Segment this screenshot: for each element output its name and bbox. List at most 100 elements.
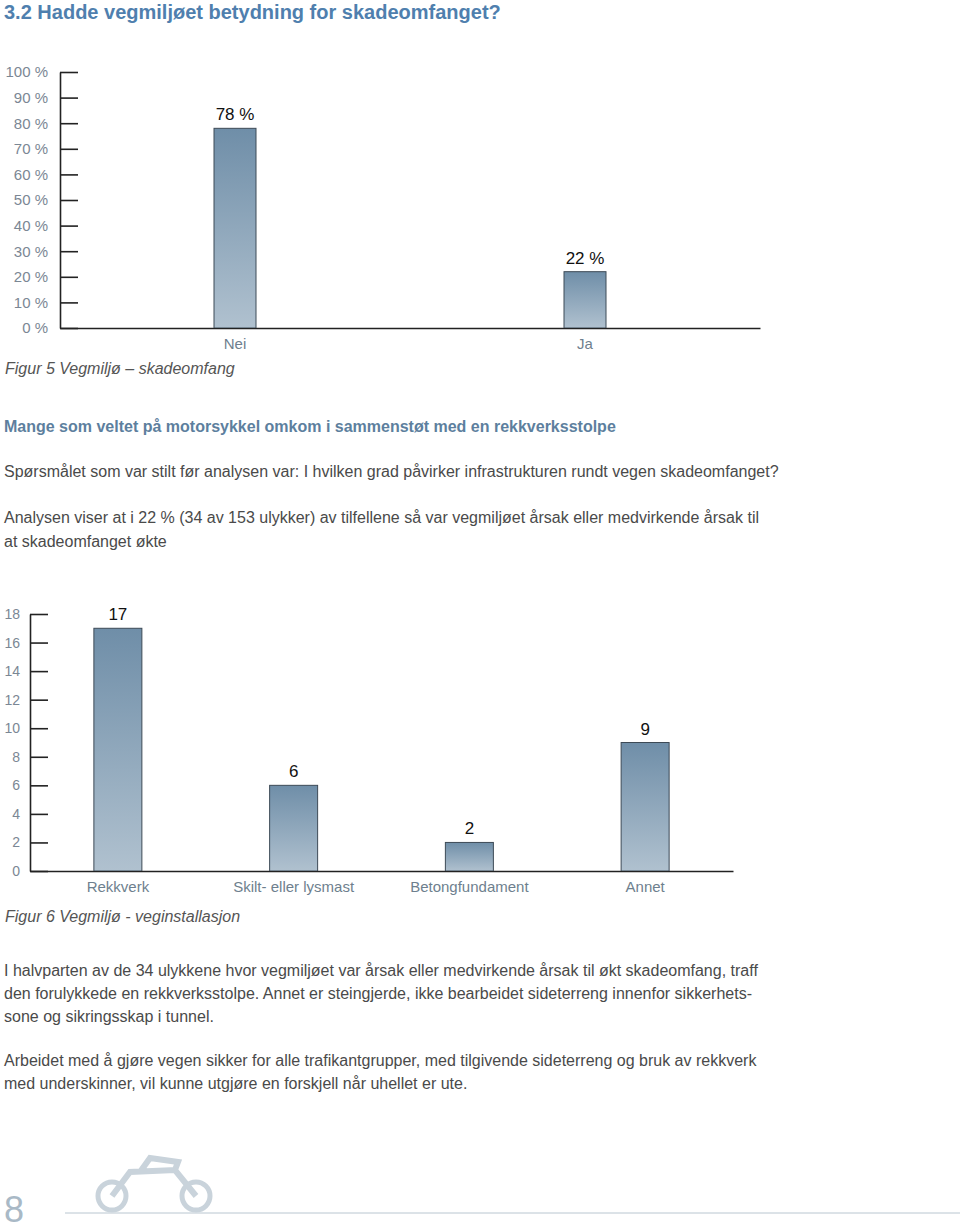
bar xyxy=(564,272,606,328)
tick: 14 xyxy=(4,663,48,679)
page: 3.2 Hadde vegmiljøet betydning for skade… xyxy=(0,0,960,1227)
motorcycle-icon xyxy=(98,1158,210,1210)
category-label: Ja xyxy=(577,335,594,352)
bar xyxy=(214,128,256,328)
axis-line xyxy=(30,615,32,872)
tick-mark xyxy=(60,200,78,202)
paragraph-line: at skadeomfanget økte xyxy=(4,533,167,550)
tick: 60 % xyxy=(14,166,78,183)
chart: 0 2 4 6 8 10 12 14 16 18 Rekkverk Skilt- eller lysm… xyxy=(4,605,733,894)
tick-mark xyxy=(30,814,48,816)
tick-mark xyxy=(60,97,78,99)
page-number: 8 xyxy=(4,1189,24,1227)
tick-mark xyxy=(30,785,48,787)
tick: Skilt- eller lysmast xyxy=(233,871,355,895)
paragraph-line: Arbeidet med å gjøre vegen sikker for al… xyxy=(4,1052,757,1069)
data-label: 6 xyxy=(289,762,298,781)
tick-mark xyxy=(60,276,78,278)
question: Spørsmålet som var stilt før analysen va… xyxy=(4,463,779,480)
bar xyxy=(270,785,318,871)
tick-mark xyxy=(30,842,48,844)
bar xyxy=(445,842,493,871)
tick: 6 xyxy=(12,777,48,793)
chart: 0 % 10 % 20 % 30 % 40 % 50 % 60 % 70 % 80 % 90 % 1… xyxy=(5,63,760,351)
tick-mark xyxy=(60,72,78,74)
tick-label: 14 xyxy=(4,663,20,679)
tick-label: 2 xyxy=(12,834,20,850)
paragraph-line: med underskinner, vil kunne utgjøre en f… xyxy=(4,1075,467,1092)
tick: 40 % xyxy=(14,217,78,234)
bars xyxy=(94,628,669,871)
paragraph-line: I halvparten av de 34 ulykkene hvor vegm… xyxy=(4,962,758,979)
paragraph-line: den forulykkede en rekkverksstolpe. Anne… xyxy=(4,985,752,1002)
data-label: 2 xyxy=(465,819,474,838)
tick-label: 16 xyxy=(4,635,20,651)
y-axis: 0 % 10 % 20 % 30 % 40 % 50 % 60 % 70 % 80 % 90 % 1… xyxy=(5,63,78,336)
tick: 30 % xyxy=(14,243,78,260)
subheading: Mange som veltet på motorsykkel omkom i … xyxy=(4,418,616,435)
tick: 70 % xyxy=(14,140,78,157)
tick-label: 50 % xyxy=(14,191,48,208)
tick: 2 xyxy=(12,834,48,850)
paragraph-line: Analysen viser at i 22 % (34 av 153 ulyk… xyxy=(4,509,759,526)
tick-mark xyxy=(60,302,78,304)
tick: Rekkverk xyxy=(87,871,150,895)
tick-label: 30 % xyxy=(14,243,48,260)
tick-mark xyxy=(30,671,48,673)
y-axis: 0 2 4 6 8 10 12 14 16 18 xyxy=(4,606,48,879)
category-label: Nei xyxy=(224,335,247,352)
tick: 80 % xyxy=(14,115,78,132)
bars xyxy=(214,128,606,328)
category-label: Skilt- eller lysmast xyxy=(233,878,355,895)
tick-mark xyxy=(60,149,78,151)
tick-mark xyxy=(60,123,78,125)
data-labels: 17629 xyxy=(108,605,649,838)
tick: 16 xyxy=(4,635,48,651)
footer-rule xyxy=(65,1213,960,1214)
category-label: Betongfundament xyxy=(410,878,529,895)
tick: 20 % xyxy=(14,268,78,285)
bar xyxy=(94,628,142,871)
x-axis: Nei Ja xyxy=(61,328,761,352)
tick: 90 % xyxy=(14,89,78,106)
data-label: 9 xyxy=(640,720,649,739)
tick-label: 60 % xyxy=(14,166,48,183)
tick-label: 100 % xyxy=(5,63,48,80)
tick-mark xyxy=(30,614,48,616)
tick-label: 18 xyxy=(4,606,20,622)
tick-mark xyxy=(60,174,78,176)
tick: Nei xyxy=(224,328,247,352)
bar xyxy=(621,743,669,872)
x-axis: Rekkverk Skilt- eller lysmast Betongfundam… xyxy=(31,871,734,895)
tick-label: 20 % xyxy=(14,268,48,285)
tick: 18 xyxy=(4,606,48,622)
tick: 100 % xyxy=(5,63,78,80)
tick: Ja xyxy=(577,328,594,352)
tick: 8 xyxy=(12,749,48,765)
paragraph-line: sone og sikringsskap i tunnel. xyxy=(4,1008,214,1025)
category-label: Annet xyxy=(626,878,666,895)
tick-label: 10 xyxy=(4,720,20,736)
tick-mark xyxy=(30,642,48,644)
tick-label: 10 % xyxy=(14,294,48,311)
tick-label: 90 % xyxy=(14,89,48,106)
caption: Figur 6 Vegmiljø - veginstallasjon xyxy=(5,908,240,925)
frame xyxy=(112,1158,196,1196)
tick: 12 xyxy=(4,692,48,708)
tick-mark xyxy=(60,225,78,227)
tick-label: 0 % xyxy=(22,319,48,336)
data-label: 78 % xyxy=(216,105,255,124)
tick: Betongfundament xyxy=(410,871,529,895)
tick-label: 70 % xyxy=(14,140,48,157)
data-label: 22 % xyxy=(566,249,605,268)
tick-mark xyxy=(30,728,48,730)
tick: 10 % xyxy=(14,294,78,311)
tick-label: 0 xyxy=(12,863,20,879)
tick-label: 4 xyxy=(12,806,20,822)
tick-mark xyxy=(60,251,78,253)
data-labels: 78 % 22 % xyxy=(216,105,605,267)
tick-label: 40 % xyxy=(14,217,48,234)
tick: Annet xyxy=(626,871,666,895)
tick-label: 80 % xyxy=(14,115,48,132)
tick-mark xyxy=(30,699,48,701)
